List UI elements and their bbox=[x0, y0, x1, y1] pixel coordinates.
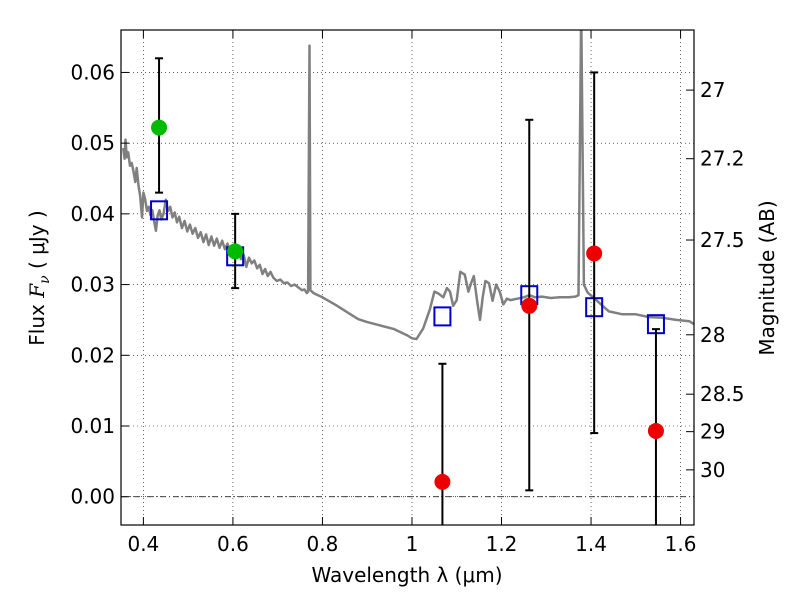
x-tick-label: 0.8 bbox=[307, 532, 339, 556]
y-axis-label-prefix: Flux bbox=[25, 298, 49, 346]
y-axis-label: Flux Fν ( μJy ) bbox=[25, 210, 53, 345]
x-tick-label: 1.2 bbox=[486, 532, 518, 556]
plot-area bbox=[121, 30, 694, 525]
y2-tick-label: 30 bbox=[700, 458, 725, 482]
nondetection-point bbox=[521, 297, 538, 314]
x-axis-label: Wavelength λ (μm) bbox=[311, 563, 502, 587]
detection-point bbox=[151, 119, 168, 136]
y2-tick-label: 27.2 bbox=[700, 147, 745, 171]
y2-tick-label: 28 bbox=[700, 323, 725, 347]
y2-tick-label: 27 bbox=[700, 78, 725, 102]
y2-tick-label: 29 bbox=[700, 420, 725, 444]
y-tick-label: 0.03 bbox=[70, 273, 115, 297]
nondetection-point bbox=[586, 245, 603, 262]
x-tick-label: 0.4 bbox=[127, 532, 159, 556]
detection-point bbox=[227, 243, 244, 260]
axis-ticks bbox=[121, 30, 694, 525]
y-tick-label: 0.06 bbox=[70, 60, 115, 84]
nondetection-point bbox=[434, 473, 451, 490]
x-tick-label: 0.6 bbox=[217, 532, 249, 556]
y-axis-label-suffix: ( μJy ) bbox=[25, 210, 49, 275]
y-tick-label: 0.04 bbox=[70, 202, 115, 226]
model-photometry-box bbox=[150, 200, 169, 221]
y-tick-label: 0.05 bbox=[70, 131, 115, 155]
sed-spectrum-line bbox=[121, 30, 694, 341]
y2-tick-label: 27.5 bbox=[700, 228, 745, 252]
grid bbox=[121, 30, 694, 525]
y-tick-label: 0.02 bbox=[70, 343, 115, 367]
y2-axis-label: Magnitude (AB) bbox=[755, 200, 779, 355]
y2-tick-label: 28.5 bbox=[700, 382, 745, 406]
y-tick-label: 0.01 bbox=[70, 414, 115, 438]
y-axis-label-subscript: ν bbox=[37, 275, 53, 284]
x-tick-label: 1.4 bbox=[575, 532, 607, 556]
y-tick-label: 0.00 bbox=[70, 485, 115, 509]
y-axis-label-symbol: F bbox=[25, 283, 49, 299]
plot-frame bbox=[120, 29, 695, 526]
model-photometry-box bbox=[433, 306, 452, 327]
x-tick-label: 1 bbox=[406, 532, 419, 556]
axis-labels: 0.4 0.6 0.8 1 1.2 1.4 1.6 0.00 0.01 0.02 0.03 0.04 0… bbox=[70, 60, 744, 556]
nondetection-point bbox=[647, 422, 664, 439]
x-tick-label: 1.6 bbox=[665, 532, 697, 556]
